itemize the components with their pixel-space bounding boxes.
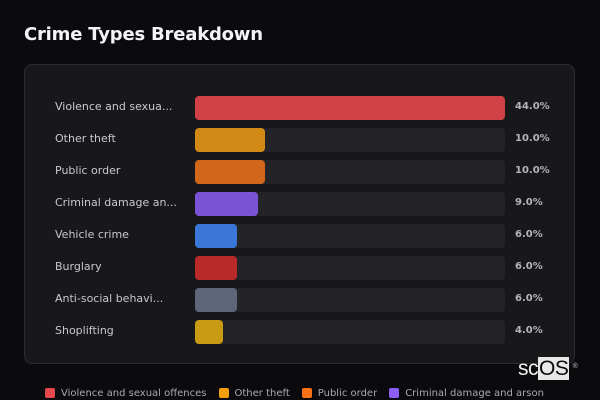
bar-row: Shoplifting 4.0% <box>25 320 574 344</box>
legend-label: Other theft <box>234 387 290 399</box>
bar-track <box>195 320 505 344</box>
bar-fill[interactable] <box>195 320 224 344</box>
bar-row: Public order 10.0% <box>25 160 574 184</box>
legend-swatch <box>389 388 400 398</box>
chart-legend: Violence and sexual offences Other theft P… <box>45 386 556 400</box>
logo-text-sc: sc <box>518 357 539 380</box>
bar-row: Burglary 6.0% <box>25 256 574 280</box>
bar-row: Other theft 10.0% <box>25 128 574 152</box>
bar-value: 6.0% <box>515 229 543 240</box>
legend-label: Public order <box>317 387 378 399</box>
logo-text-os: OS <box>538 357 570 380</box>
bar-value: 6.0% <box>515 261 543 272</box>
bar-row: Vehicle crime 6.0% <box>25 224 574 248</box>
bar-fill[interactable] <box>195 224 238 248</box>
bar-row: Criminal damage an... 9.0% <box>25 192 574 216</box>
bar-label: Shoplifting <box>55 324 114 337</box>
legend-label: Criminal damage and arson <box>405 387 544 399</box>
legend-item[interactable]: Violence and sexual offences <box>45 388 207 399</box>
bar-fill[interactable] <box>195 128 266 152</box>
bar-value: 44.0% <box>515 101 550 112</box>
legend-swatch <box>45 388 55 398</box>
chart-title: Crime Types Breakdown <box>24 24 263 45</box>
bar-fill[interactable] <box>195 256 238 280</box>
bar-track <box>195 224 505 248</box>
bar-label: Anti-social behavi... <box>55 292 164 305</box>
bar-fill[interactable] <box>195 96 505 120</box>
bar-row: Anti-social behavi... 6.0% <box>25 288 574 312</box>
bar-track <box>195 288 505 312</box>
legend-item[interactable]: Other theft <box>218 387 290 399</box>
legend-swatch <box>218 388 229 398</box>
scos-logo: scOS ® <box>518 357 578 380</box>
bar-label: Vehicle crime <box>55 228 129 241</box>
bar-track <box>195 192 505 216</box>
bar-label: Criminal damage an... <box>55 196 177 209</box>
bar-label: Burglary <box>55 260 102 273</box>
bar-label: Violence and sexua... <box>55 100 173 113</box>
bar-track <box>195 256 505 280</box>
bar-value: 10.0% <box>515 165 550 176</box>
bar-fill[interactable] <box>195 192 259 216</box>
bar-value: 6.0% <box>515 293 543 304</box>
bar-row: Violence and sexua... 44.0% <box>25 96 574 120</box>
bar-value: 4.0% <box>515 325 543 336</box>
legend-label: Violence and sexual offences <box>61 387 207 399</box>
legend-item[interactable]: Criminal damage and arson <box>389 388 544 399</box>
bar-track <box>195 160 505 184</box>
bar-label: Other theft <box>55 132 116 145</box>
bar-fill[interactable] <box>195 288 238 312</box>
bar-fill[interactable] <box>195 160 266 184</box>
bar-track <box>195 128 505 152</box>
bar-track <box>195 96 505 120</box>
registered-mark: ® <box>572 363 578 370</box>
bar-value: 10.0% <box>515 133 550 144</box>
bar-value: 9.0% <box>515 197 543 208</box>
legend-swatch <box>301 388 312 398</box>
bar-label: Public order <box>55 164 121 177</box>
legend-item[interactable]: Public order <box>301 387 378 399</box>
chart-card: Violence and sexua... 44.0% Other theft 10.… <box>24 64 575 364</box>
